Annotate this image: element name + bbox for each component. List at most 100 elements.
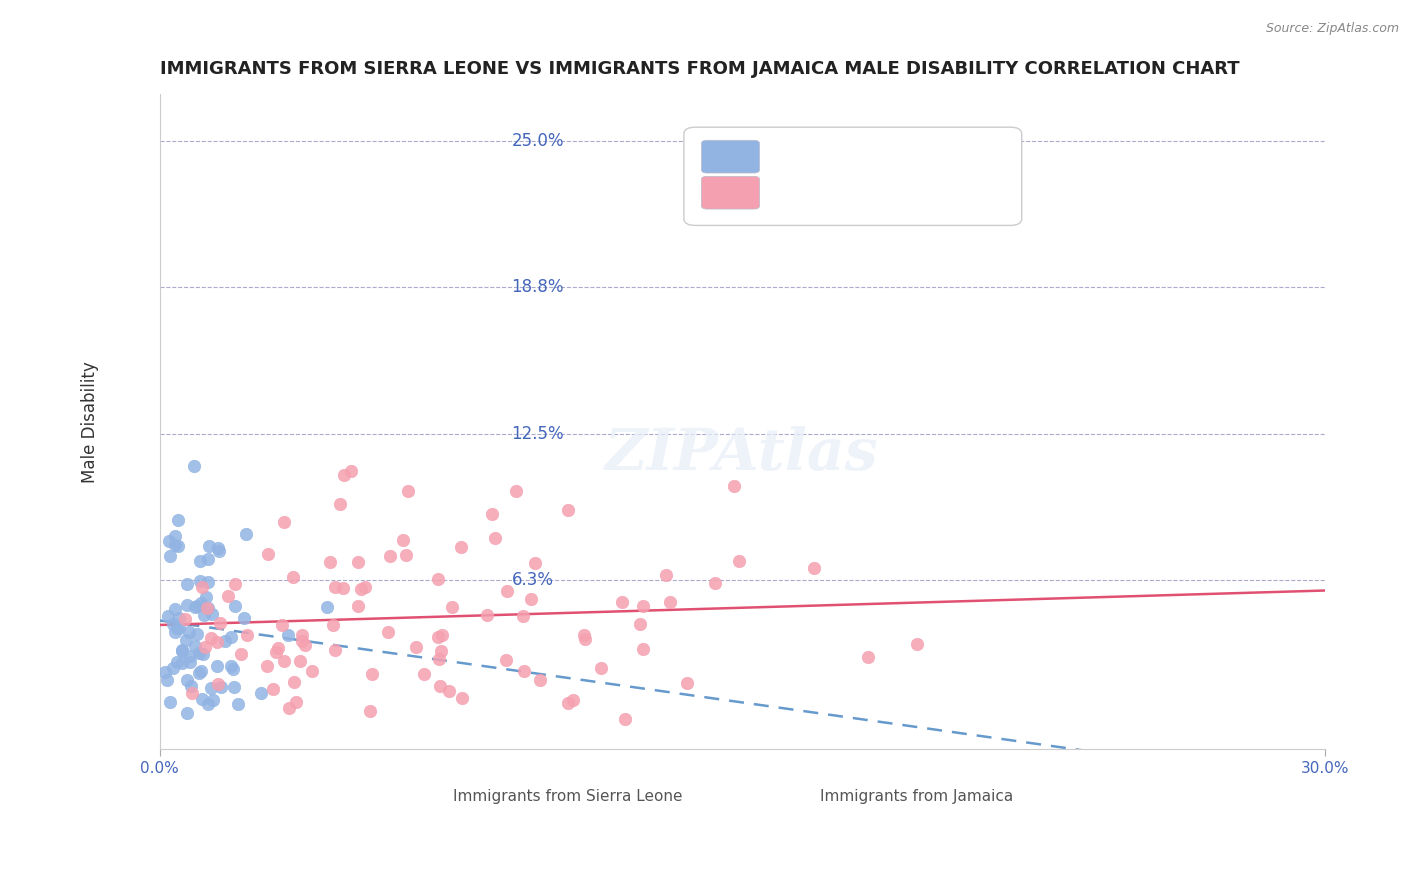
Point (159, 694, 181, 708)
Point (200, 631, 222, 645)
Point (165, 624, 187, 639)
Point (316, 600, 339, 615)
Point (184, 599, 207, 614)
Point (165, 602, 187, 616)
Point (162, 616, 184, 631)
Point (170, 656, 193, 670)
Text: 6.3%: 6.3% (512, 571, 554, 589)
Point (190, 581, 212, 595)
Point (224, 576, 246, 591)
Point (184, 639, 207, 653)
Point (200, 681, 222, 695)
Point (512, 608, 534, 623)
Point (520, 591, 543, 606)
Point (159, 549, 181, 563)
Point (209, 681, 232, 695)
Point (283, 570, 305, 584)
Point (197, 697, 219, 711)
Point (194, 640, 217, 655)
Point (271, 617, 294, 632)
Point (167, 539, 190, 553)
Point (430, 643, 453, 657)
Text: 12.5%: 12.5% (512, 425, 564, 442)
Point (591, 661, 613, 675)
Point (191, 691, 214, 706)
Point (172, 643, 194, 657)
Text: Immigrants from Sierra Leone: Immigrants from Sierra Leone (453, 789, 682, 804)
Point (176, 706, 198, 721)
Point (396, 483, 419, 498)
Point (219, 658, 242, 673)
Point (166, 655, 188, 669)
Point (214, 633, 236, 648)
Point (277, 628, 299, 642)
Point (475, 607, 498, 622)
Point (513, 664, 536, 678)
Point (322, 617, 344, 632)
Point (262, 681, 284, 696)
Point (188, 665, 211, 680)
Point (723, 478, 745, 492)
Point (505, 484, 527, 499)
Point (273, 515, 295, 529)
Point (395, 549, 418, 563)
Point (190, 664, 212, 678)
Point (350, 582, 373, 596)
Point (267, 640, 290, 655)
Point (197, 552, 219, 566)
Point (190, 596, 212, 610)
Point (205, 658, 228, 673)
Point (323, 643, 346, 657)
Point (803, 561, 825, 575)
Point (631, 641, 654, 656)
Point (193, 607, 215, 622)
Point (481, 507, 503, 521)
Point (180, 680, 202, 694)
Point (427, 651, 450, 665)
Point (574, 632, 596, 646)
Point (197, 601, 219, 615)
Point (157, 534, 180, 549)
Point (179, 655, 201, 669)
Point (450, 541, 472, 555)
Point (613, 712, 636, 726)
Point (484, 531, 506, 545)
Point (226, 698, 249, 712)
Point (197, 575, 219, 590)
Text: Source: ZipAtlas.com: Source: ZipAtlas.com (1265, 22, 1399, 36)
Point (236, 627, 259, 641)
FancyBboxPatch shape (683, 128, 1022, 226)
Point (165, 538, 187, 552)
Point (610, 595, 633, 609)
Point (529, 673, 551, 688)
Point (405, 640, 427, 655)
Point (188, 574, 211, 589)
Text: Male Disability: Male Disability (80, 361, 98, 483)
Point (224, 599, 246, 613)
Point (277, 701, 299, 715)
Point (495, 653, 517, 667)
Text: ZIPAtlas: ZIPAtlas (606, 426, 879, 483)
Point (176, 599, 198, 613)
Point (291, 628, 314, 642)
Point (170, 644, 193, 658)
Point (183, 459, 205, 474)
Point (283, 674, 305, 689)
Point (217, 590, 239, 604)
Text: N = 92: N = 92 (894, 184, 962, 202)
Point (198, 539, 221, 553)
Point (427, 630, 450, 644)
Point (291, 634, 314, 648)
Point (676, 675, 699, 690)
Point (176, 673, 198, 687)
Text: R = 0.008: R = 0.008 (772, 184, 869, 202)
Point (153, 665, 176, 680)
Point (207, 541, 229, 555)
Point (190, 554, 212, 568)
Point (166, 621, 188, 635)
Point (264, 645, 287, 659)
Point (562, 693, 585, 707)
Point (441, 600, 464, 615)
Point (905, 637, 928, 651)
Point (208, 544, 231, 558)
